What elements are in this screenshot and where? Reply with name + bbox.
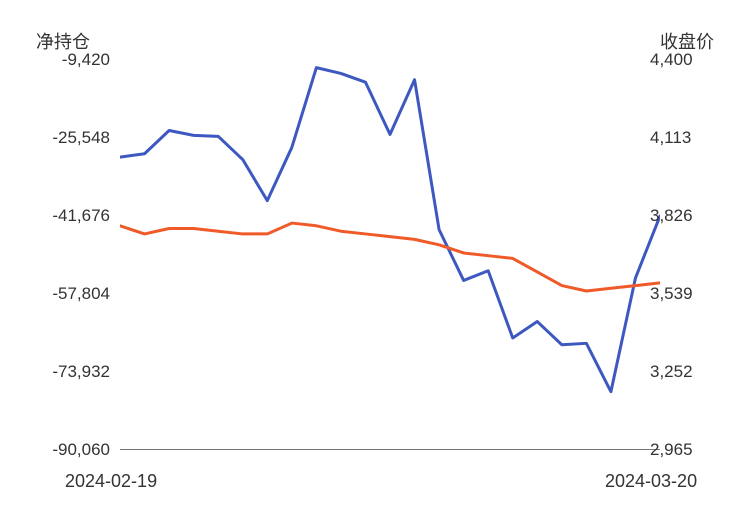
y-right-tick: 2,965	[650, 440, 750, 460]
x-tick: 2024-02-19	[65, 471, 157, 492]
y-left-tick: -57,804	[0, 284, 110, 304]
y-left-tick: -73,932	[0, 362, 110, 382]
y-right-tick: 3,826	[650, 206, 750, 226]
y-right-tick: 4,400	[650, 50, 750, 70]
chart-container: 净持仓 收盘价 -9,420-25,548-41,676-57,804-73,9…	[0, 0, 750, 510]
y-left-tick: -41,676	[0, 206, 110, 226]
y-left-tick: -9,420	[0, 50, 110, 70]
y-right-tick: 4,113	[650, 128, 750, 148]
x-tick: 2024-03-20	[605, 471, 697, 492]
chart-svg	[120, 60, 660, 450]
y-right-tick: 3,252	[650, 362, 750, 382]
y-left-tick: -90,060	[0, 440, 110, 460]
y-left-tick: -25,548	[0, 128, 110, 148]
y-right-tick: 3,539	[650, 284, 750, 304]
series-close_price	[120, 223, 660, 291]
plot-area	[120, 60, 660, 450]
